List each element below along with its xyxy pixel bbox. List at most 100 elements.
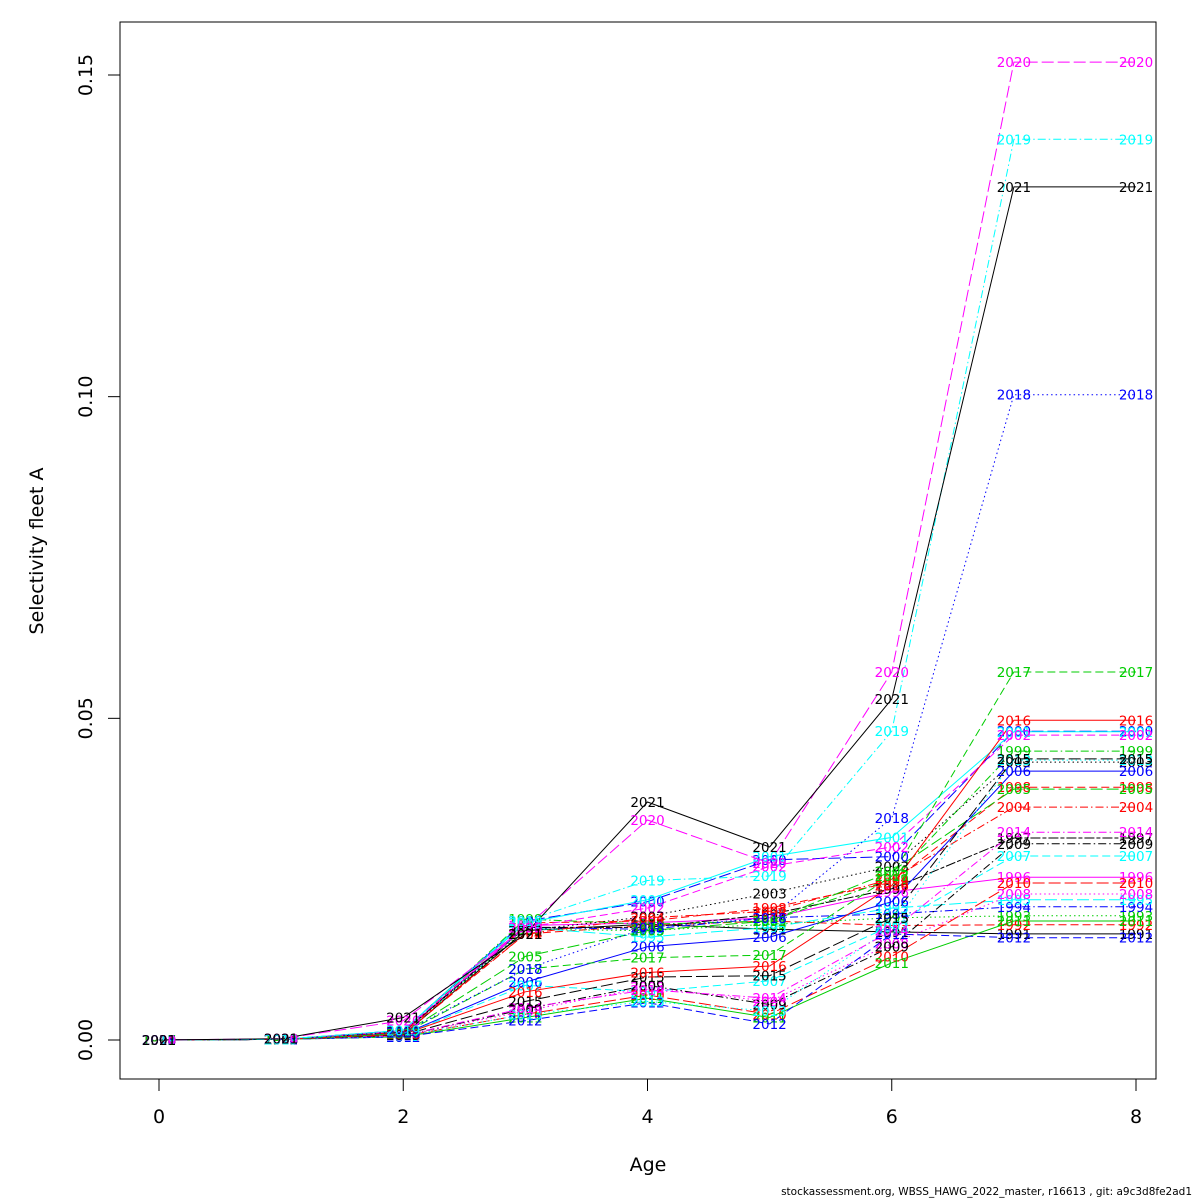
series-label-2015-age-4: 2015 [630,970,664,986]
series-label-2017-age-0: 2017 [142,1033,176,1049]
series-label-2012-age-8: 2012 [1119,931,1153,947]
series-label-2001-age-4: 2001 [630,893,664,909]
series-label-2010-age-3: 2010 [508,1007,542,1023]
series-label-2000-age-1: 2000 [264,1032,298,1048]
series-label-2009-age-8: 2009 [1119,837,1153,853]
series-label-2014-age-7: 2014 [997,825,1031,841]
series-label-2014-age-8: 2014 [1119,825,1153,841]
x-tick-label: 8 [1130,1106,1142,1128]
series-label-2012-age-1: 2012 [264,1032,298,1048]
y-axis-title: Selectivity fleet A [26,468,48,635]
series-label-1993-age-0: 1993 [142,1033,176,1049]
series-label-2010-age-0: 2010 [142,1033,176,1049]
series-label-2006-age-6: 2006 [875,895,909,911]
series-label-2008-age-4: 2008 [630,980,664,996]
series-label-1992-age-2: 1992 [386,1027,420,1043]
series-label-1994-age-1: 1994 [264,1032,298,1048]
series-label-2021-age-2: 2021 [386,1011,420,1027]
series-label-2020-age-1: 2020 [264,1032,298,1048]
series-label-2014-age-1: 2014 [264,1032,298,1048]
series-line-2018 [158,394,1136,1041]
series-label-1991-age-7: 1991 [997,927,1031,943]
series-label-1991-age-5: 1991 [752,922,786,938]
series-label-2019-age-4: 2019 [630,874,664,890]
series-label-2009-age-5: 2009 [752,998,786,1014]
series-label-2003-age-7: 2003 [997,755,1031,771]
series-label-2004-age-1: 2004 [264,1032,298,1048]
series-label-1997-age-4: 1997 [630,920,664,936]
series-label-2002-age-1: 2002 [264,1032,298,1048]
plot-frame [119,21,1157,1080]
series-label-1998-age-6: 1998 [875,875,909,891]
series-label-2005-age-5: 2005 [752,914,786,930]
series-label-2011-age-1: 2011 [264,1032,298,1048]
series-label-2021-age-4: 2021 [630,795,664,811]
series-label-2020-age-6: 2020 [875,665,909,681]
series-label-2000-age-6: 2000 [875,850,909,866]
footer-credit: stockassessment.org, WBSS_HAWG_2022_mast… [781,1186,1192,1198]
series-label-2002-age-3: 2002 [508,920,542,936]
series-label-1998-age-2: 1998 [386,1025,420,1041]
x-tick-label: 6 [886,1106,898,1128]
series-label-1998-age-4: 1998 [630,914,664,930]
series-label-2010-age-8: 2010 [1119,876,1153,892]
series-label-2011-age-5: 2011 [752,1011,786,1027]
series-label-1992-age-1: 1992 [264,1032,298,1048]
series-label-2002-age-5: 2002 [752,859,786,875]
series-label-2012-age-6: 2012 [875,927,909,943]
series-label-1993-age-2: 1993 [386,1027,420,1043]
series-label-2007-age-1: 2007 [264,1032,298,1048]
series-label-2006-age-8: 2006 [1119,764,1153,780]
series-label-2004-age-3: 2004 [508,927,542,943]
series-label-1999-age-0: 1999 [142,1033,176,1049]
series-label-1998-age-7: 1998 [997,780,1031,796]
series-line-2021 [158,186,1136,1041]
series-label-2014-age-3: 2014 [508,1001,542,1017]
series-label-2007-age-7: 2007 [997,849,1031,865]
series-label-2017-age-5: 2017 [752,948,786,964]
series-lines [158,61,1136,1041]
series-label-1997-age-1: 1997 [264,1032,298,1048]
series-label-2015-age-3: 2015 [508,994,542,1010]
series-label-1991-age-4: 1991 [630,917,664,933]
series-label-2021-age-6: 2021 [875,692,909,708]
series-label-2016-age-0: 2016 [142,1033,176,1049]
series-label-1993-age-1: 1993 [264,1032,298,1048]
series-label-2013-age-4: 2013 [630,994,664,1010]
series-label-2010-age-5: 2010 [752,1007,786,1023]
series-label-2005-age-6: 2005 [875,864,909,880]
series-label-2001-age-2: 2001 [386,1023,420,1039]
series-label-1992-age-5: 1992 [752,914,786,930]
x-axis-title: Age [630,1154,667,1176]
series-label-2018-age-1: 2018 [264,1032,298,1048]
series-label-2007-age-8: 2007 [1119,849,1153,865]
series-label-2017-age-6: 2017 [875,869,909,885]
series-label-1998-age-8: 1998 [1119,780,1153,796]
series-label-2018-age-8: 2018 [1119,388,1153,404]
series-label-2019-age-6: 2019 [875,724,909,740]
series-label-2016-age-8: 2016 [1119,713,1153,729]
series-label-2016-age-1: 2016 [264,1032,298,1048]
series-label-2017-age-8: 2017 [1119,665,1153,681]
series-label-2018-age-3: 2018 [508,962,542,978]
series-label-2010-age-6: 2010 [875,949,909,965]
series-label-2018-age-6: 2018 [875,811,909,827]
series-label-2003-age-1: 2003 [264,1032,298,1048]
series-label-1996-age-7: 1996 [997,870,1031,886]
x-axis: 0 2 4 6 8 [153,1079,1142,1128]
series-label-2000-age-7: 2000 [997,724,1031,740]
series-label-2020-age-5: 2020 [752,856,786,872]
series-label-2002-age-2: 2002 [386,1024,420,1040]
series-label-1995-age-7: 1995 [997,893,1031,909]
series-label-2015-age-0: 2015 [142,1033,176,1049]
series-label-2000-age-4: 2000 [630,895,664,911]
series-label-1995-age-8: 1995 [1119,893,1153,909]
series-label-2017-age-4: 2017 [630,951,664,967]
series-label-2015-age-5: 2015 [752,969,786,985]
series-label-2019-age-1: 2019 [264,1032,298,1048]
series-label-2003-age-0: 2003 [142,1033,176,1049]
series-label-1991-age-1: 1991 [264,1032,298,1048]
series-label-2012-age-4: 2012 [630,996,664,1012]
y-axis: 0.00 0.05 0.10 0.15 [75,54,120,1061]
series-label-2008-age-0: 2008 [142,1033,176,1049]
